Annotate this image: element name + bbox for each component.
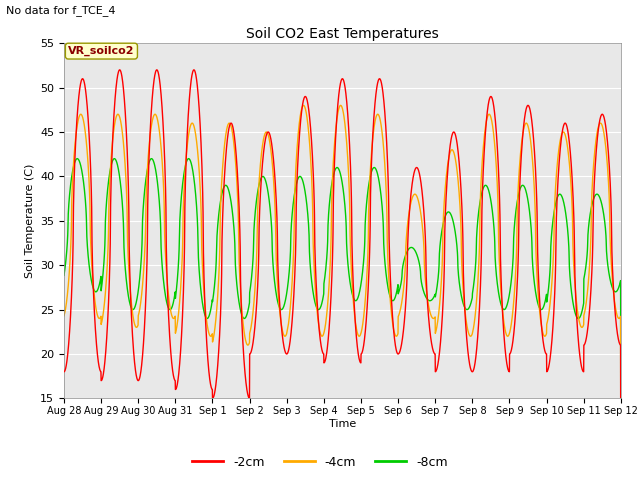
-2cm [298,107,306,113]
-4cm [300,103,307,108]
Title: Soil CO2 East Temperatures: Soil CO2 East Temperatures [246,27,439,41]
-4cm [157,139,164,144]
-2cm [124,161,132,167]
-4cm [298,106,305,112]
Line: -2cm: -2cm [64,70,621,480]
-4cm [124,236,131,242]
-8cm [298,176,306,181]
X-axis label: Time: Time [329,419,356,429]
Y-axis label: Soil Temperature (C): Soil Temperature (C) [24,164,35,278]
-8cm [60,273,68,278]
-8cm [185,156,193,162]
-2cm [546,356,554,361]
-2cm [60,369,68,374]
-8cm [606,276,614,282]
-8cm [546,267,554,273]
Line: -8cm: -8cm [64,159,621,480]
-8cm [274,299,282,304]
-2cm [157,88,164,94]
Legend: -2cm, -4cm, -8cm: -2cm, -4cm, -8cm [187,451,453,474]
-4cm [546,300,554,306]
-2cm [274,257,282,263]
-4cm [274,282,282,288]
-8cm [124,287,131,293]
Line: -4cm: -4cm [64,106,621,480]
Text: VR_soilco2: VR_soilco2 [68,46,134,56]
-2cm [606,177,614,182]
-2cm [116,67,124,73]
-4cm [60,313,68,319]
-4cm [606,234,614,240]
-8cm [157,221,164,227]
Text: No data for f_TCE_4: No data for f_TCE_4 [6,5,116,16]
